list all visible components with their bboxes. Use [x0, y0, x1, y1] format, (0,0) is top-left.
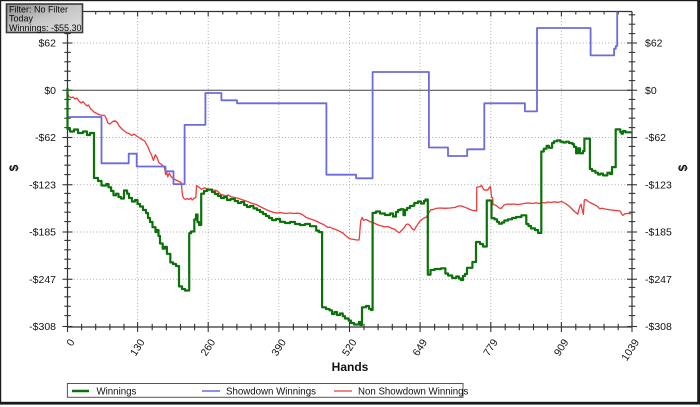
svg-text:Winnings: -$55.30: Winnings: -$55.30: [9, 23, 82, 33]
svg-text:Non Showdown Winnings: Non Showdown Winnings: [358, 386, 469, 397]
svg-text:-$247: -$247: [645, 274, 672, 286]
svg-text:-$123: -$123: [645, 179, 672, 191]
svg-text:$: $: [7, 164, 21, 171]
svg-text:$0: $0: [645, 85, 657, 97]
svg-text:-$62: -$62: [645, 132, 666, 144]
svg-text:Filter: No Filter: Filter: No Filter: [9, 5, 68, 15]
svg-text:$62: $62: [645, 38, 663, 50]
svg-text:Winnings: Winnings: [97, 386, 137, 397]
svg-text:0: 0: [64, 337, 77, 349]
svg-text:-$308: -$308: [29, 321, 56, 333]
svg-text:-$62: -$62: [35, 132, 56, 144]
svg-text:$62: $62: [38, 38, 56, 50]
svg-text:Today: Today: [9, 14, 34, 24]
svg-text:-$123: -$123: [29, 179, 56, 191]
svg-text:-$247: -$247: [29, 274, 56, 286]
svg-text:$0: $0: [44, 85, 56, 97]
svg-text:Showdown Winnings: Showdown Winnings: [226, 386, 316, 397]
svg-text:-$308: -$308: [645, 321, 672, 333]
svg-text:$: $: [676, 164, 690, 171]
svg-text:Hands: Hands: [332, 360, 369, 374]
svg-text:-$185: -$185: [29, 227, 56, 239]
svg-text:-$185: -$185: [645, 227, 672, 239]
